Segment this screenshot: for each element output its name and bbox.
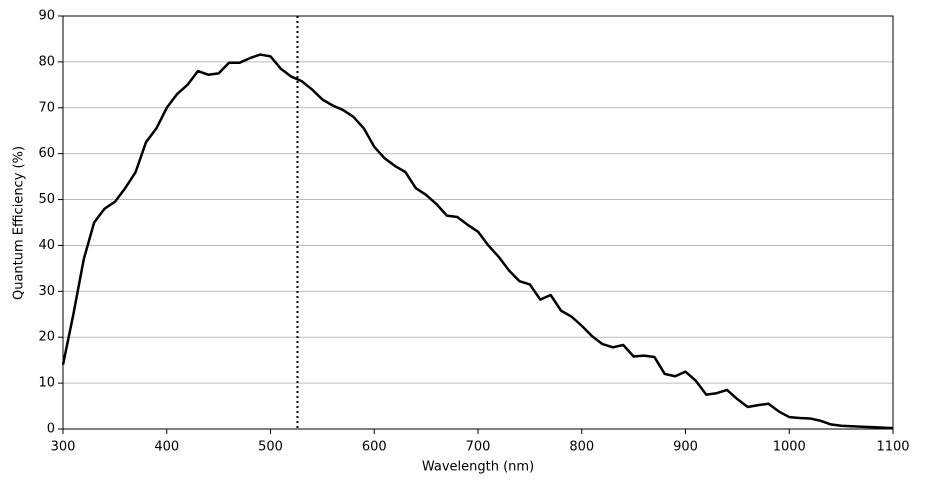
x-tick-label: 400: [154, 440, 179, 455]
y-tick-label: 0: [47, 422, 55, 437]
x-tick-label: 300: [51, 440, 76, 455]
y-tick-label: 70: [38, 100, 55, 115]
y-tick-label: 20: [38, 330, 55, 345]
y-tick-label: 10: [38, 376, 55, 391]
x-tick-label: 600: [362, 440, 387, 455]
x-axis-label: Wavelength (nm): [422, 460, 534, 475]
x-tick-label: 500: [258, 440, 283, 455]
x-tick-label: 1000: [773, 440, 806, 455]
plot-frame: [62, 15, 894, 430]
y-tick-label: 30: [38, 284, 55, 299]
y-tick-label: 80: [38, 54, 55, 69]
x-tick-label: 800: [569, 440, 594, 455]
y-tick-label: 90: [38, 9, 55, 24]
x-tick-label: 900: [673, 440, 698, 455]
y-tick-label: 50: [38, 192, 55, 207]
y-tick-label: 60: [38, 146, 55, 161]
y-axis-label: Quantum Efficiency (%): [12, 146, 27, 300]
y-tick-label: 40: [38, 238, 55, 253]
qe-line: [61, 53, 894, 430]
x-tick-label: 700: [466, 440, 491, 455]
x-tick-label: 1100: [876, 440, 909, 455]
